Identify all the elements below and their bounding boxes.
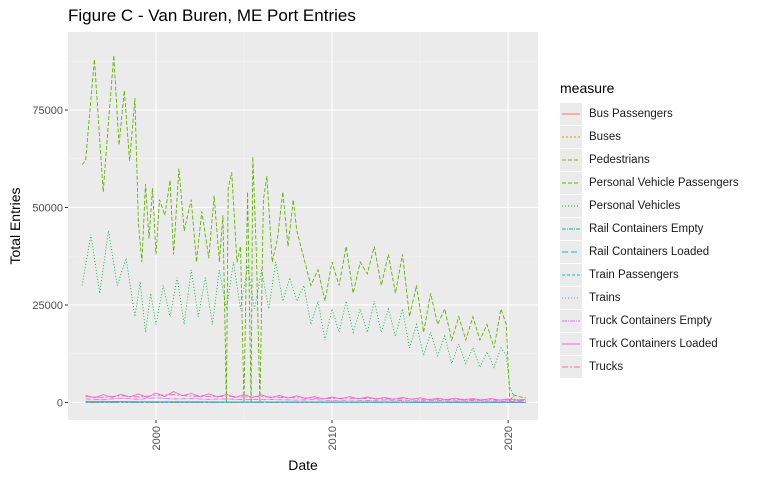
legend-label: Personal Vehicles (589, 199, 681, 212)
legend-item: Bus Passengers (560, 102, 760, 125)
series-line-truck-containers-empty (85, 397, 526, 402)
legend-item: Personal Vehicle Passengers (560, 171, 760, 194)
legend-label: Rail Containers Empty (589, 222, 704, 235)
y-tick-label: 25000 (32, 300, 63, 312)
legend-item: Truck Containers Empty (560, 309, 760, 332)
series-line-personal-vehicles (81, 230, 526, 401)
legend-item: Rail Containers Loaded (560, 240, 760, 263)
minor-gridlines (68, 32, 538, 420)
legend-label: Truck Containers Empty (589, 314, 712, 327)
legend-item: Rail Containers Empty (560, 217, 760, 240)
legend-item: Pedestrians (560, 148, 760, 171)
legend-label: Trucks (589, 360, 624, 373)
legend-item: Truck Containers Loaded (560, 332, 760, 355)
legend-key (560, 332, 582, 355)
legend-item: Buses (560, 125, 760, 148)
legend-label: Truck Containers Loaded (589, 337, 718, 350)
x-tick-label: 2000 (151, 426, 163, 450)
legend-label: Train Passengers (589, 268, 679, 281)
legend-item: Train Passengers (560, 263, 760, 286)
series-lines (81, 55, 526, 403)
legend-key (560, 309, 582, 332)
legend-key (560, 286, 582, 309)
legend: measure Bus Passengers Buses Pedestrians Pe… (560, 80, 760, 378)
legend-key (560, 217, 582, 240)
legend-key (560, 125, 582, 148)
legend-key (560, 148, 582, 171)
legend-label: Bus Passengers (589, 107, 673, 120)
x-axis-ticks: 2000 2010 2020 (151, 420, 515, 450)
y-axis-title: Total Entries (7, 187, 23, 264)
y-axis-ticks: 0 25000 50000 75000 (32, 105, 68, 409)
legend-key (560, 240, 582, 263)
legend-label: Trains (589, 291, 621, 304)
y-tick-label: 0 (57, 397, 63, 409)
legend-key (560, 171, 582, 194)
legend-label: Rail Containers Loaded (589, 245, 710, 258)
legend-item: Trucks (560, 355, 760, 378)
legend-label: Buses (589, 130, 621, 143)
x-tick-label: 2010 (327, 426, 339, 450)
legend-items: Bus Passengers Buses Pedestrians Personal V… (560, 102, 760, 378)
series-line-personal-vehicle-passengers (81, 55, 526, 403)
legend-label: Personal Vehicle Passengers (589, 176, 739, 189)
y-tick-label: 75000 (32, 105, 63, 117)
series-line-truck-containers-loaded (85, 390, 526, 401)
x-axis-title: Date (288, 457, 318, 473)
y-tick-label: 50000 (32, 202, 63, 214)
legend-item: Personal Vehicles (560, 194, 760, 217)
legend-key (560, 263, 582, 286)
legend-item: Trains (560, 286, 760, 309)
legend-label: Pedestrians (589, 153, 650, 166)
legend-key (560, 194, 582, 217)
series-line-trucks (85, 394, 526, 401)
x-tick-label: 2020 (503, 426, 515, 450)
legend-key (560, 102, 582, 125)
plot-panel (68, 32, 538, 420)
legend-title: measure (560, 80, 615, 96)
legend-key (560, 355, 582, 378)
chart-title: Figure C - Van Buren, ME Port Entries (68, 6, 356, 25)
